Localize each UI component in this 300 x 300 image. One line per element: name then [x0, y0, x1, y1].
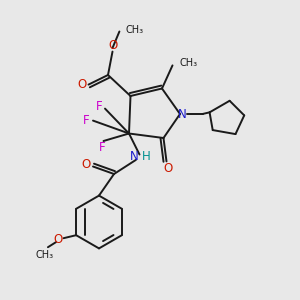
Text: H: H: [142, 149, 151, 163]
Text: F: F: [83, 113, 90, 127]
Text: CH₃: CH₃: [126, 25, 144, 35]
Text: O: O: [163, 161, 172, 175]
Text: O: O: [77, 78, 86, 91]
Text: F: F: [99, 141, 105, 154]
Text: O: O: [109, 39, 118, 52]
Text: N: N: [178, 107, 187, 121]
Text: O: O: [82, 158, 91, 171]
Text: CH₃: CH₃: [179, 58, 197, 68]
Text: F: F: [96, 100, 103, 113]
Text: O: O: [53, 233, 62, 246]
Text: CH₃: CH₃: [36, 250, 54, 260]
Text: N: N: [130, 149, 139, 163]
